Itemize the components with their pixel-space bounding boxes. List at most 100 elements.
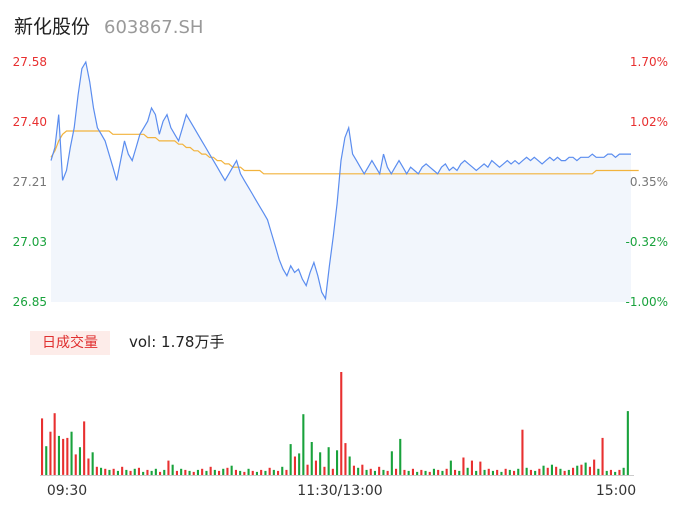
volume-bar <box>125 469 128 476</box>
volume-bar <box>344 443 347 475</box>
volume-bar <box>234 469 237 476</box>
volume-bar <box>424 470 427 475</box>
volume-bar <box>517 468 520 475</box>
volume-bar <box>70 431 73 475</box>
volume-bar <box>454 469 457 476</box>
volume-bar <box>91 452 94 475</box>
y-right-tick-label: 1.02% <box>630 115 668 129</box>
volume-bar <box>609 469 612 476</box>
volume-bar <box>500 471 503 475</box>
volume-bar <box>277 470 280 475</box>
price-area-fill <box>51 62 631 302</box>
volume-bar <box>83 421 86 475</box>
volume-bar <box>365 469 368 476</box>
volume-bar <box>285 469 288 476</box>
volume-bar <box>154 468 157 475</box>
volume-bar <box>508 469 511 476</box>
volume-bar <box>57 435 60 475</box>
volume-bar <box>243 471 246 475</box>
volume-bar <box>386 470 389 475</box>
volume-bar <box>542 465 545 475</box>
volume-bar <box>504 468 507 475</box>
stock-header: 新化股份 603867.SH <box>14 12 203 42</box>
volume-bar <box>314 460 317 475</box>
volume-bar <box>449 460 452 475</box>
volume-bar <box>175 470 178 475</box>
volume-bar <box>470 460 473 475</box>
volume-bar <box>395 468 398 475</box>
volume-bar <box>428 471 431 475</box>
volume-bar <box>272 469 275 476</box>
volume-bar <box>441 470 444 475</box>
volume-bar <box>601 437 604 475</box>
volume-bar <box>479 461 482 475</box>
y-right-tick-label: -1.00% <box>626 295 668 309</box>
volume-readout: vol: 1.78万手 <box>129 333 225 351</box>
y-axis-right: 1.70% 1.02% 0.35% -0.32% -1.00% <box>626 55 668 309</box>
volume-bar <box>163 469 166 476</box>
volume-bar <box>150 470 153 475</box>
volume-bar <box>382 469 385 476</box>
x-axis: 09:30 11:30/13:00 15:00 <box>40 475 636 499</box>
volume-bar <box>403 469 406 476</box>
volume-bar <box>567 469 570 476</box>
volume-bar <box>293 456 296 475</box>
volume-bar <box>390 451 393 475</box>
volume-bar <box>78 447 81 475</box>
volume-bar <box>260 469 263 476</box>
daily-volume-badge[interactable]: 日成交量 <box>30 331 110 355</box>
y-left-tick-label: 27.03 <box>13 235 47 249</box>
volume-bar <box>597 468 600 475</box>
volume-bar <box>87 458 90 475</box>
volume-bar <box>525 467 528 475</box>
volume-bar <box>483 469 486 476</box>
volume-bar <box>576 465 579 475</box>
volume-bar <box>45 446 48 475</box>
volume-bar <box>74 454 77 475</box>
price-line <box>50 60 631 301</box>
volume-bar <box>373 470 376 475</box>
volume-bar <box>559 468 562 475</box>
y-left-tick-label: 27.58 <box>13 55 47 69</box>
volume-bar <box>289 444 292 475</box>
volume-bar <box>184 469 187 476</box>
volume-bar <box>167 460 170 475</box>
volume-bar <box>121 466 124 475</box>
volume-bar <box>159 471 162 475</box>
volume-bar <box>209 466 212 475</box>
volume-bar <box>116 470 119 475</box>
y-right-tick-label: -0.32% <box>626 235 668 249</box>
volume-bar <box>192 471 195 475</box>
volume-bar <box>53 413 56 475</box>
volume-bar <box>281 466 284 475</box>
volume-bar <box>306 464 309 475</box>
volume-bar <box>255 471 258 475</box>
volume-bar <box>230 465 233 475</box>
volume-bar <box>62 438 65 475</box>
volume-bar <box>407 470 410 475</box>
volume-bar <box>129 470 132 475</box>
y-axis-left: 27.58 27.40 27.21 27.03 26.85 <box>13 55 47 309</box>
volume-bar <box>614 471 617 475</box>
volume-bar <box>247 468 250 475</box>
y-right-tick-label: 0.35% <box>630 175 668 189</box>
y-left-tick-label: 27.40 <box>13 115 47 129</box>
volume-bar <box>239 470 242 475</box>
volume-bar <box>41 418 44 476</box>
volume-bar <box>420 469 423 476</box>
volume-bar <box>437 469 440 476</box>
volume-bar <box>521 429 524 475</box>
volume-bar <box>466 467 469 475</box>
volume-bar <box>458 470 461 475</box>
volume-bar <box>222 468 225 475</box>
volume-bar <box>112 468 115 475</box>
volume-bar <box>538 468 541 475</box>
volume-bar <box>378 466 381 475</box>
volume-bar <box>108 469 111 476</box>
volume-bar <box>205 470 208 475</box>
stock-code: 603867.SH <box>104 17 204 38</box>
volume-bar <box>491 470 494 475</box>
volume-bar <box>331 468 334 475</box>
volume-bar <box>226 467 229 475</box>
